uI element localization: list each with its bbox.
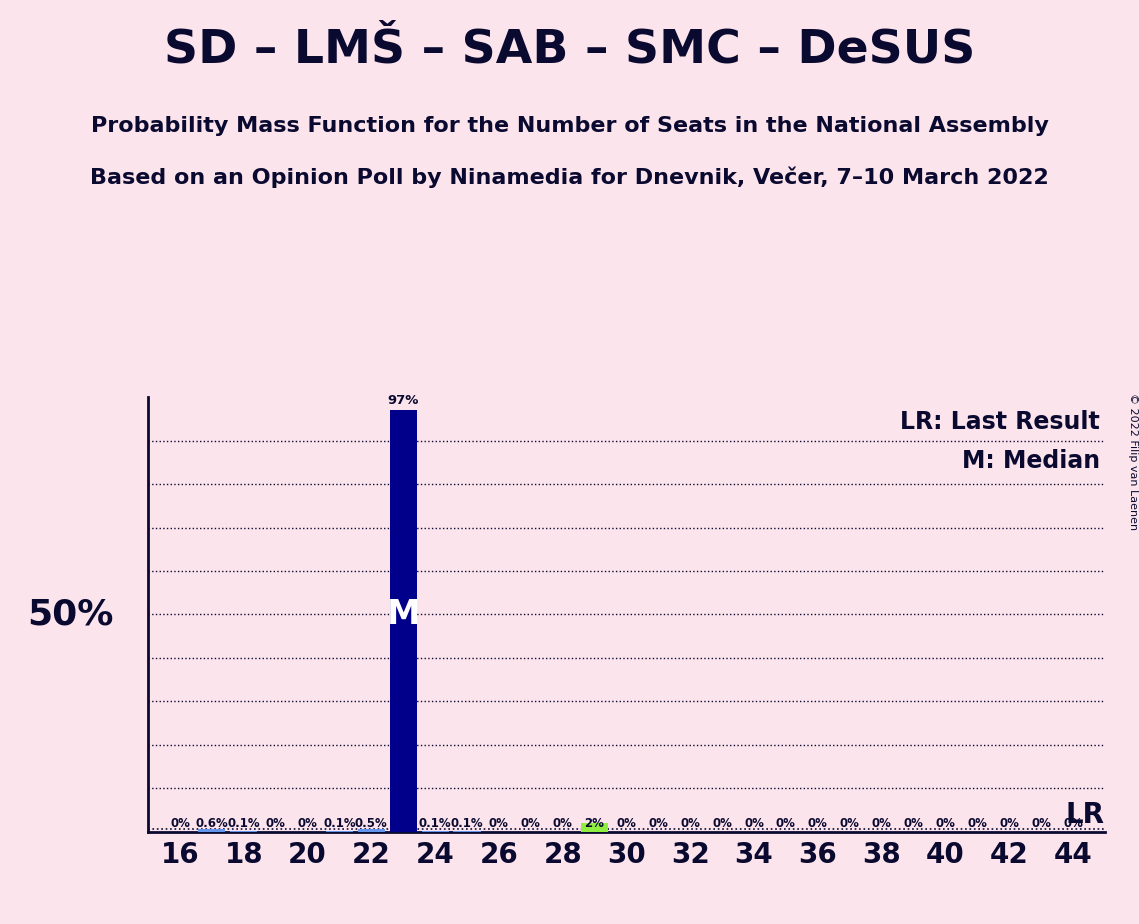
Text: 0%: 0% (170, 818, 190, 831)
Text: Probability Mass Function for the Number of Seats in the National Assembly: Probability Mass Function for the Number… (91, 116, 1048, 136)
Text: 0%: 0% (871, 818, 892, 831)
Text: 0%: 0% (648, 818, 669, 831)
Text: 0%: 0% (489, 818, 509, 831)
Text: 0%: 0% (265, 818, 286, 831)
Text: 0.1%: 0.1% (451, 818, 483, 831)
Bar (358, 830, 385, 832)
Text: M: M (386, 598, 420, 631)
Text: 0%: 0% (521, 818, 541, 831)
Text: 0.5%: 0.5% (355, 818, 387, 831)
Text: 0%: 0% (935, 818, 956, 831)
Text: 0%: 0% (1063, 818, 1083, 831)
Bar (581, 823, 608, 832)
Text: 0.1%: 0.1% (323, 818, 355, 831)
Text: M: Median: M: Median (962, 449, 1100, 473)
Bar (390, 410, 417, 832)
Text: 0%: 0% (680, 818, 700, 831)
Text: 0%: 0% (552, 818, 573, 831)
Text: 0%: 0% (1031, 818, 1051, 831)
Text: 97%: 97% (387, 394, 419, 407)
Text: 0%: 0% (967, 818, 988, 831)
Text: 0%: 0% (297, 818, 318, 831)
Text: 0%: 0% (839, 818, 860, 831)
Text: 50%: 50% (27, 598, 114, 631)
Text: LR: Last Result: LR: Last Result (900, 410, 1100, 434)
Text: 0%: 0% (616, 818, 637, 831)
Text: SD – LMŠ – SAB – SMC – DeSUS: SD – LMŠ – SAB – SMC – DeSUS (164, 28, 975, 73)
Bar (198, 829, 226, 832)
Text: 0%: 0% (999, 818, 1019, 831)
Text: LR: LR (1066, 801, 1105, 830)
Text: 0.1%: 0.1% (419, 818, 451, 831)
Text: Based on an Opinion Poll by Ninamedia for Dnevnik, Večer, 7–10 March 2022: Based on an Opinion Poll by Ninamedia fo… (90, 166, 1049, 188)
Text: 0.1%: 0.1% (228, 818, 260, 831)
Text: 0%: 0% (776, 818, 796, 831)
Text: 0%: 0% (808, 818, 828, 831)
Text: 0%: 0% (903, 818, 924, 831)
Text: 0.6%: 0.6% (196, 818, 228, 831)
Text: 2%: 2% (584, 818, 605, 831)
Text: 0%: 0% (744, 818, 764, 831)
Text: © 2022 Filip van Laenen: © 2022 Filip van Laenen (1129, 394, 1138, 530)
Text: 0%: 0% (712, 818, 732, 831)
